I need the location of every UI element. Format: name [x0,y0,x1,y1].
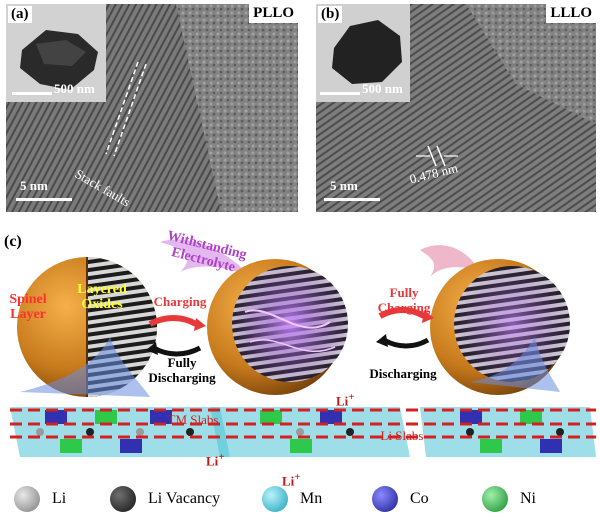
schematic-illustration [10,239,596,457]
inset-scale-label: 500 nm [54,81,95,96]
legend-item-li-vacancy: Li Vacancy [110,486,220,512]
inset-scale-bar [12,92,52,95]
scale-label-a: 5 nm [20,178,48,193]
fully-charging-label: Fully Charging [377,285,431,315]
li-ion-label-3: Li+ [282,471,301,489]
legend: Li Li Vacancy Mn Co Ni [0,486,600,518]
li-ion-label-2: Li+ [206,451,225,469]
spinel-layer-label: Spinel Layer [9,292,47,322]
fully-discharging-label: Fully Discharging [148,355,216,385]
particle-sphere-charged [207,259,348,395]
panel-label-c: (c) [4,233,22,250]
scale-bar-a [16,198,72,201]
panel-title-b: LLLO [546,4,596,23]
discharging-label: Discharging [369,366,437,381]
inset-scale-bar [320,92,360,95]
vacancy-ball-icon [110,486,136,512]
crystal-lattice [10,407,596,457]
li-ball-icon [14,486,40,512]
panel-title-a: PLLO [249,4,298,23]
tem-image-lllo: 500 nm (b) LLLO 0.478 nm 5 nm [316,4,596,212]
panel-label-a: (a) [8,6,32,23]
legend-item-co: Co [372,486,429,512]
scale-bar-b [324,198,380,201]
mn-ball-icon [262,486,288,512]
panel-label-b: (b) [318,6,343,23]
tm-slabs-label: TM Slabs [167,412,219,427]
li-slabs-label: Li Slabs [380,428,424,443]
tem-image-pllo: 500 nm (a) PLLO Stack faults 5 nm [6,4,298,212]
co-ball-icon [372,486,398,512]
scale-label-b: 5 nm [330,178,358,193]
layered-oxides-label: Layered Oxides [77,282,127,312]
inset-particle-a: 500 nm [6,4,106,102]
ni-ball-icon [482,486,508,512]
charging-label: Charging [153,294,207,309]
inset-scale-label: 500 nm [362,81,403,96]
legend-item-mn: Mn [262,486,322,512]
legend-item-li: Li [14,486,66,512]
legend-item-ni: Ni [482,486,536,512]
li-ion-label-1: Li+ [336,391,355,409]
